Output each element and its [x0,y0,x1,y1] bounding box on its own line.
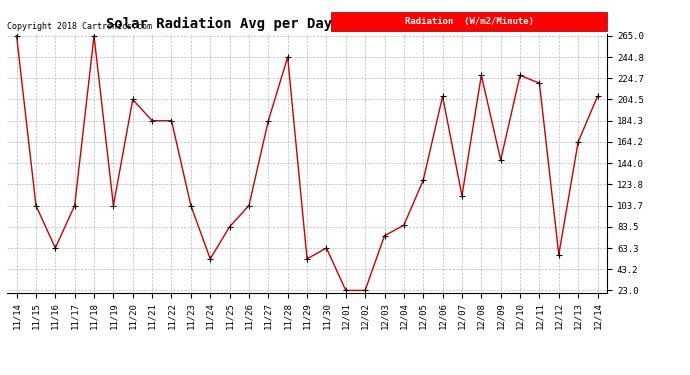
Text: Copyright 2018 Cartronics.com: Copyright 2018 Cartronics.com [7,22,152,31]
FancyBboxPatch shape [331,12,607,31]
Text: Radiation  (W/m2/Minute): Radiation (W/m2/Minute) [404,17,533,26]
Title: Solar Radiation Avg per Day W/m2/minute 20181214: Solar Radiation Avg per Day W/m2/minute … [106,17,508,31]
